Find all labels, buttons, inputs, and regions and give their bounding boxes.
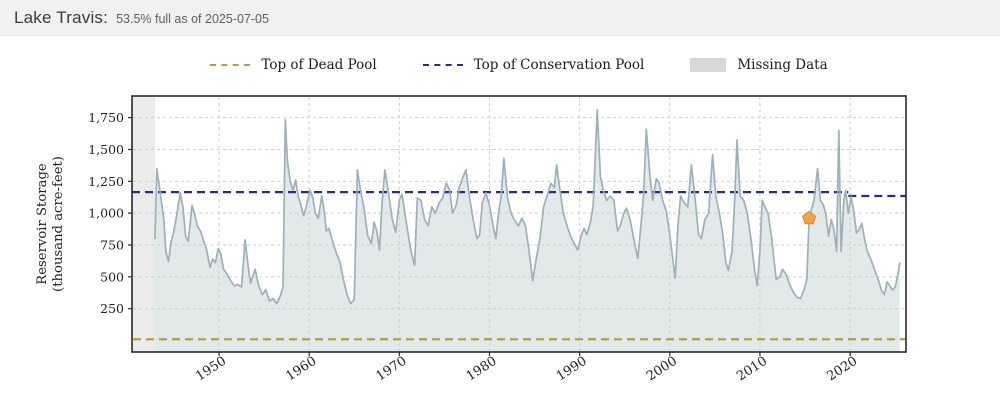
- x-tick-label: 2020: [824, 354, 860, 385]
- missing-data-region: [132, 96, 155, 352]
- y-tick-label: 1,750: [88, 110, 124, 125]
- legend-label-conservation-pool: Top of Conservation Pool: [473, 57, 645, 73]
- missing-data-swatch-icon: [690, 58, 727, 72]
- x-tick-label: 2000: [644, 354, 680, 385]
- y-axis-label: (thousand acre-feet): [51, 156, 66, 292]
- x-tick-label: 1960: [283, 354, 319, 385]
- x-tick-label: 1990: [554, 354, 590, 385]
- legend-label-dead-pool: Top of Dead Pool: [261, 57, 377, 73]
- page-title: Lake Travis:: [14, 8, 109, 27]
- legend-item-conservation-pool: Top of Conservation Pool: [422, 57, 645, 73]
- y-tick-label: 500: [100, 269, 124, 284]
- chart-legend: Top of Dead Pool Top of Conservation Poo…: [132, 57, 906, 73]
- legend-label-missing-data: Missing Data: [737, 57, 828, 73]
- event-marker: [802, 210, 817, 225]
- legend-item-missing-data: Missing Data: [690, 57, 828, 73]
- plot-border: [131, 95, 907, 353]
- storage-line: [154, 109, 901, 305]
- dead-pool-dashed-line-icon: [210, 64, 251, 66]
- y-axis-label: Reservoir Storage: [35, 163, 50, 285]
- y-tick-label: 750: [100, 238, 124, 253]
- y-tick-label: 1,500: [88, 142, 124, 157]
- conservation-pool-dashed-line-icon: [422, 64, 463, 66]
- x-tick-label: 1980: [464, 354, 500, 385]
- storage-area: [155, 110, 900, 352]
- x-tick-label: 2010: [734, 354, 770, 385]
- x-tick-label: 1970: [374, 354, 410, 385]
- y-tick-label: 250: [100, 301, 124, 316]
- app-header: Lake Travis: 53.5% full as of 2025-07-05: [0, 0, 1000, 36]
- y-tick-label: 1,000: [88, 206, 124, 221]
- page-subtitle: 53.5% full as of 2025-07-05: [116, 12, 269, 26]
- x-tick-label: 1950: [193, 354, 229, 385]
- y-tick-label: 1,250: [88, 174, 124, 189]
- legend-item-dead-pool: Top of Dead Pool: [210, 57, 377, 73]
